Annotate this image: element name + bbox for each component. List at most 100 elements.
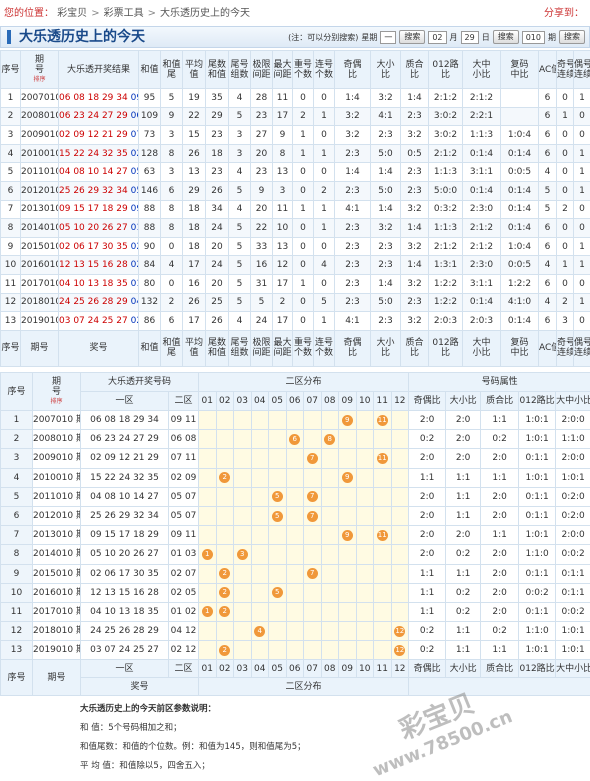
cell: 1 bbox=[574, 89, 590, 108]
share[interactable]: 分享到： bbox=[544, 4, 584, 19]
cell: 0 bbox=[557, 144, 574, 163]
cell: 2 bbox=[557, 200, 574, 219]
column-footer: 尾号组数 bbox=[229, 330, 251, 366]
cell: 9 bbox=[273, 126, 293, 145]
search-button[interactable]: 搜索 bbox=[399, 30, 425, 44]
cell: 3 bbox=[273, 181, 293, 200]
header-text: 奇号 bbox=[557, 60, 573, 70]
breadcrumb-item[interactable]: 彩票工具 bbox=[104, 8, 144, 19]
cell: 26 bbox=[183, 144, 206, 163]
day-select[interactable]: 29 bbox=[461, 31, 479, 44]
slot-cell bbox=[304, 583, 322, 602]
ball: 5 bbox=[272, 511, 283, 522]
cell: 1:0:1 bbox=[519, 526, 556, 545]
cell: 02 12 bbox=[169, 641, 199, 660]
cell: 3:1:1 bbox=[463, 163, 501, 182]
header-text: AC值 bbox=[539, 65, 556, 75]
notes-title: 大乐透历史上的今天前区参数说明： bbox=[80, 704, 216, 714]
cell: 05 07 bbox=[169, 506, 199, 525]
breadcrumb-item[interactable]: 彩宝贝 bbox=[57, 8, 87, 19]
column-header: 012路比 bbox=[519, 660, 556, 678]
slot-header: 05 bbox=[269, 660, 287, 678]
column-footer: 平均值 bbox=[183, 330, 206, 366]
cell: 5 bbox=[229, 181, 251, 200]
cell: 3:1:1 bbox=[463, 274, 501, 293]
search-button[interactable]: 搜索 bbox=[559, 30, 585, 44]
ball: 2 bbox=[219, 472, 230, 483]
slot-cell: 2 bbox=[216, 641, 234, 660]
cell: 2009010 期 bbox=[33, 449, 81, 468]
cell: 0 bbox=[293, 181, 314, 200]
cell: 0:2 bbox=[446, 602, 481, 621]
month-select[interactable]: 02 bbox=[428, 31, 446, 44]
cell: 06 08 18 29 34 bbox=[81, 411, 169, 430]
header-text: 连续 bbox=[557, 70, 573, 80]
slot-cell bbox=[374, 430, 392, 449]
cell: 1:1 bbox=[481, 468, 519, 487]
slot-cell bbox=[216, 487, 234, 506]
cell: 2:0 bbox=[446, 526, 481, 545]
issue-input[interactable]: 010 bbox=[522, 31, 545, 44]
slot-cell bbox=[321, 602, 339, 621]
cell: 2:0 bbox=[446, 430, 481, 449]
cell: 24 25 26 28 29 bbox=[81, 622, 169, 641]
cell: 8 bbox=[1, 545, 33, 564]
cell: 3:2 bbox=[371, 89, 401, 108]
header-text: 序号 bbox=[1, 343, 20, 353]
front-zone: 02 06 17 30 35 bbox=[59, 242, 128, 252]
cell: 1:1 bbox=[481, 641, 519, 660]
slot-cell bbox=[234, 430, 252, 449]
cell: 26 bbox=[206, 181, 229, 200]
cell: 0:1:1 bbox=[556, 564, 590, 583]
header-text: 连号 bbox=[314, 338, 334, 348]
cell: 02 07 bbox=[169, 564, 199, 583]
column-header: 质合比 bbox=[401, 51, 429, 89]
slot-cell: 4 bbox=[251, 622, 269, 641]
slot-cell: 7 bbox=[304, 487, 322, 506]
slot-cell: 3 bbox=[234, 545, 252, 564]
cell: 9 bbox=[1, 564, 33, 583]
slot-cell bbox=[356, 564, 374, 583]
slot-cell bbox=[216, 506, 234, 525]
cell: 0 bbox=[314, 163, 335, 182]
issue-label: 期 bbox=[548, 32, 556, 43]
column-footer: 奇号连续 bbox=[557, 330, 574, 366]
search-button[interactable]: 搜索 bbox=[493, 30, 519, 44]
cell: 5 bbox=[539, 181, 557, 200]
back-zone: 01 03 bbox=[131, 223, 139, 233]
sort-link[interactable]: 排序 bbox=[21, 75, 58, 85]
cell: 2:3 bbox=[335, 144, 371, 163]
cell: 2:0 bbox=[481, 506, 519, 525]
cell: 2 bbox=[273, 293, 293, 312]
slot-cell bbox=[321, 545, 339, 564]
sort-link[interactable]: 排序 bbox=[33, 397, 80, 407]
cell: 2009010 bbox=[21, 126, 59, 145]
breadcrumb: 您的位置： 彩宝贝>彩票工具>大乐透历史上的今天 bbox=[4, 4, 250, 19]
column-footer: 期号 bbox=[21, 330, 59, 366]
cell: 3 bbox=[557, 312, 574, 331]
column-header: 尾号组数 bbox=[229, 51, 251, 89]
slot-cell bbox=[356, 622, 374, 641]
cell: 1:1:0 bbox=[556, 430, 590, 449]
cell: 2:0:0 bbox=[556, 449, 590, 468]
weekday-select[interactable]: 一 bbox=[380, 31, 396, 44]
cell: 1:4 bbox=[371, 200, 401, 219]
column-header: 二区 bbox=[169, 660, 199, 678]
cell: 25 bbox=[206, 293, 229, 312]
front-zone: 03 07 24 25 27 bbox=[59, 316, 128, 326]
slot-cell bbox=[374, 468, 392, 487]
cell: 01 03 bbox=[169, 545, 199, 564]
slot-cell bbox=[339, 449, 357, 468]
ball: 11 bbox=[377, 530, 388, 541]
cell: 0 bbox=[293, 163, 314, 182]
cell: 2019010 bbox=[21, 312, 59, 331]
slot-cell bbox=[374, 564, 392, 583]
cell: 2:0 bbox=[409, 545, 446, 564]
front-zone: 04 10 13 18 35 bbox=[59, 279, 128, 289]
cell: 2:3 bbox=[335, 274, 371, 293]
cell: 2:0 bbox=[481, 487, 519, 506]
slot-cell bbox=[286, 545, 304, 564]
cell: 132 bbox=[139, 293, 161, 312]
